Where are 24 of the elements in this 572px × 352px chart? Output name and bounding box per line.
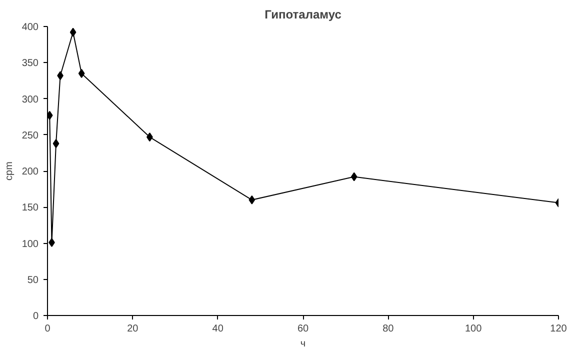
x-tick-label: 80	[382, 324, 394, 334]
y-tick-label: 400	[22, 22, 39, 33]
y-tick-label: 300	[22, 94, 39, 106]
point	[350, 172, 358, 182]
x-tick-label: 60	[297, 324, 309, 334]
y-tick-label: 150	[22, 202, 39, 214]
y-tick-label: 0	[32, 311, 39, 322]
y-tick-label: 200	[22, 166, 39, 178]
x-tick-label: 100	[464, 324, 482, 334]
y-axis-title: cpm	[4, 162, 15, 180]
y-tick-label: 350	[22, 58, 39, 70]
point	[78, 68, 85, 78]
x-axis-title: ч	[300, 338, 306, 350]
y-tick-label: 50	[27, 274, 39, 286]
y-tick-label: 250	[22, 130, 39, 142]
x-tick-label: 20	[127, 324, 139, 334]
y-tick-label: 100	[22, 238, 39, 250]
x-tick-label: 40	[212, 324, 224, 334]
x-tick-label: 120	[550, 324, 568, 334]
chart-title: Гипоталамус	[264, 8, 342, 22]
point	[70, 28, 76, 37]
x-tick-label: 0	[44, 324, 51, 334]
point	[52, 139, 60, 148]
point	[248, 195, 256, 204]
